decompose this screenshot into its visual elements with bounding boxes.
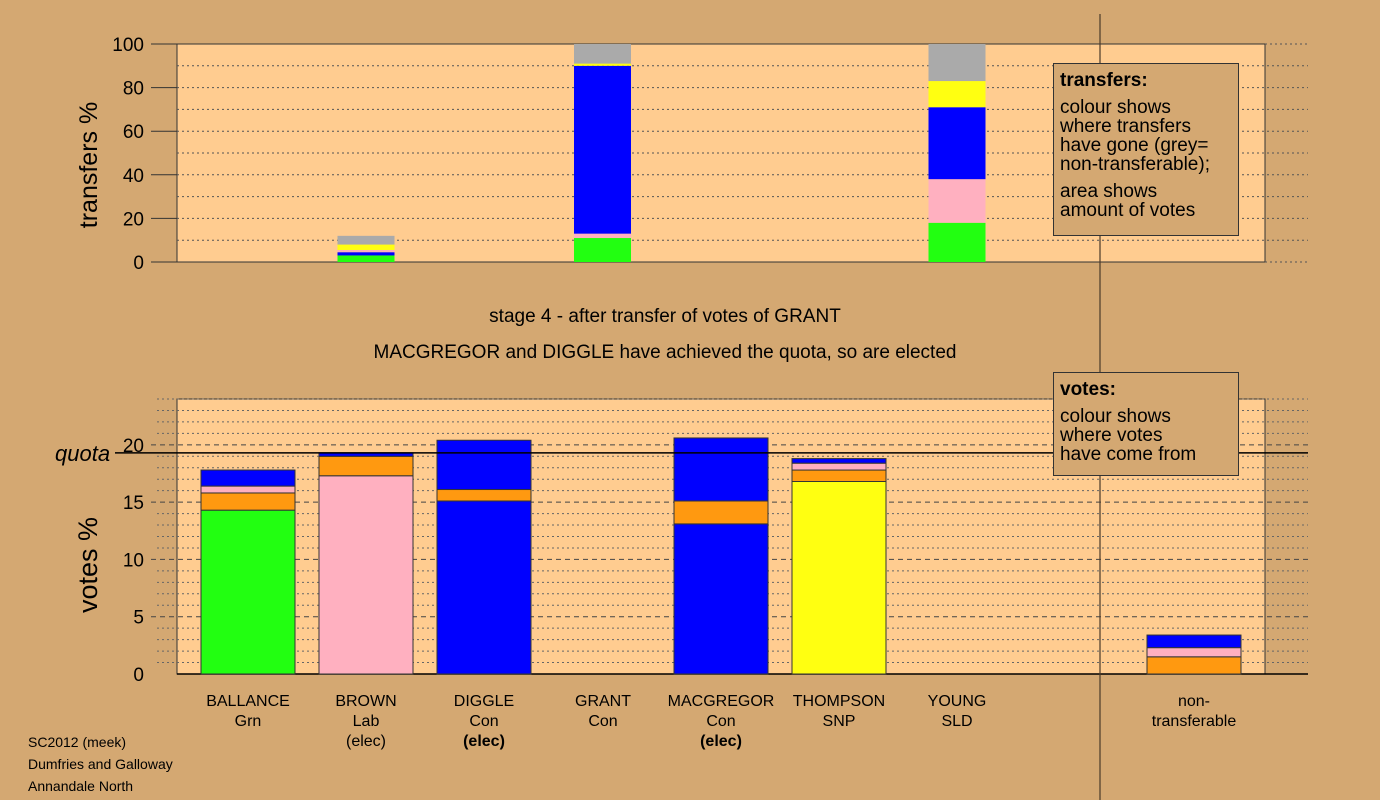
votes-bar-segment [200,485,296,494]
transfers-legend-line: have gone (grey= [1060,135,1209,156]
transfers-bar-segment [574,233,631,239]
transfers-tick-label: 80 [123,79,144,100]
votes-bar-segment [436,489,532,502]
transfers-tick-label: 100 [112,35,144,56]
stage-caption: stage 4 - after transfer of votes of GRA… [489,306,841,327]
votes-tick-label: 0 [133,665,144,686]
candidate-name: MACGREGOR [667,693,775,710]
votes-bar-segment [673,437,769,502]
candidate-name: YOUNG [927,693,987,710]
votes-tick-label: 5 [133,608,144,629]
transfers-legend-title: transfers: [1060,70,1148,91]
votes-bar-segment [436,439,532,491]
votes-axis-title: votes % [73,516,103,614]
candidate-party: Lab [352,713,380,730]
votes-bar-segment [791,462,887,471]
votes-legend-line: colour shows [1060,406,1171,427]
votes-tick-label: 10 [123,550,144,571]
transfers-bar-segment [574,238,631,262]
transfers-tick-label: 20 [123,209,144,230]
transfers-tick-label: 60 [123,122,144,143]
votes-legend-line: have come from [1060,444,1197,465]
transfers-bar-segment [337,255,395,262]
candidate-name: BROWN [335,693,397,710]
quota-label: quota [55,441,110,466]
transfers-legend-line: amount of votes [1060,200,1196,221]
votes-tick-label: 20 [123,436,144,457]
candidate-party: Con [588,713,618,730]
transfers-bar-segment [574,44,631,64]
candidate-label-grant: GRANT Con [538,692,668,732]
transfers-bar-segment [337,250,395,253]
votes-legend: votes: colour shows where votes have com… [1053,372,1239,476]
transfers-bar-segment [928,179,986,223]
votes-bar-segment [200,509,296,675]
candidate-name: GRANT [575,693,631,710]
candidate-label-brown: BROWN Lab (elec) [301,692,431,752]
candidate-party: transferable [1151,713,1237,730]
votes-bar-segment [1146,656,1242,675]
transfers-legend-line: where transfers [1060,116,1191,137]
candidate-elected: (elec) [700,733,742,750]
transfers-bar-segment [574,65,631,234]
votes-bar-segment [318,475,414,675]
votes-bar-segment [673,523,769,675]
elected-caption: MACGREGOR and DIGGLE have achieved the q… [373,342,957,363]
candidate-name: non- [1177,693,1211,710]
votes-legend-line: where votes [1060,425,1163,446]
candidate-label-macgregor: MACGREGOR Con (elec) [656,692,786,752]
transfers-bar-segment [574,63,631,66]
candidate-name: DIGGLE [453,693,515,710]
transfers-axis-title: transfers % [75,101,103,229]
votes-bar-segment [673,500,769,525]
candidate-label-young: YOUNG SLD [892,692,1022,732]
transfers-bar-segment [928,222,986,262]
votes-bar-segment [318,455,414,477]
transfers-bar-segment [928,81,986,108]
votes-bar-segment [791,469,887,482]
transfers-tick-label: 40 [123,166,144,187]
candidate-label-thompson: THOMPSON SNP [774,692,904,732]
transfers-legend: transfers: colour shows where transfers … [1053,63,1239,236]
votes-legend-title: votes: [1060,379,1116,400]
transfers-tick-label: 0 [133,253,144,274]
transfers-legend-line: colour shows [1060,97,1171,118]
candidate-name: BALLANCE [206,693,290,710]
transfers-bar-segment [928,44,986,82]
transfers-bar-segment [337,252,395,256]
footer-line-3: Annandale North [28,778,134,794]
votes-bar-segment [1146,647,1242,658]
transfers-bar-segment [928,107,986,180]
candidate-elected: (elec) [345,733,386,750]
transfers-bar-segment [337,244,395,251]
votes-bar-segment [791,458,887,464]
candidate-party: Con [706,713,736,730]
candidate-elected: (elec) [463,733,505,750]
candidate-label-non-transferable: non- transferable [1129,692,1259,732]
candidate-party: SLD [941,713,973,730]
votes-bar-segment [1146,634,1242,649]
candidate-party: Con [469,713,499,730]
footer-line-2: Dumfries and Galloway [28,756,173,772]
votes-bar-segment [200,492,296,511]
candidate-label-ballance: BALLANCE Grn [183,692,313,732]
candidate-party: SNP [822,713,856,730]
transfers-legend-line: area shows [1060,181,1158,202]
votes-bar-segment [791,481,887,675]
votes-tick-label: 15 [123,493,144,514]
candidate-label-diggle: DIGGLE Con (elec) [419,692,549,752]
votes-bar-segment [200,469,296,487]
transfers-legend-line: non-transferable); [1060,154,1210,175]
candidate-party: Grn [234,713,262,730]
transfers-bar-segment [337,235,395,245]
votes-bar-segment [436,500,532,675]
footer-line-1: SC2012 (meek) [28,734,127,750]
candidate-name: THOMPSON [792,693,886,710]
